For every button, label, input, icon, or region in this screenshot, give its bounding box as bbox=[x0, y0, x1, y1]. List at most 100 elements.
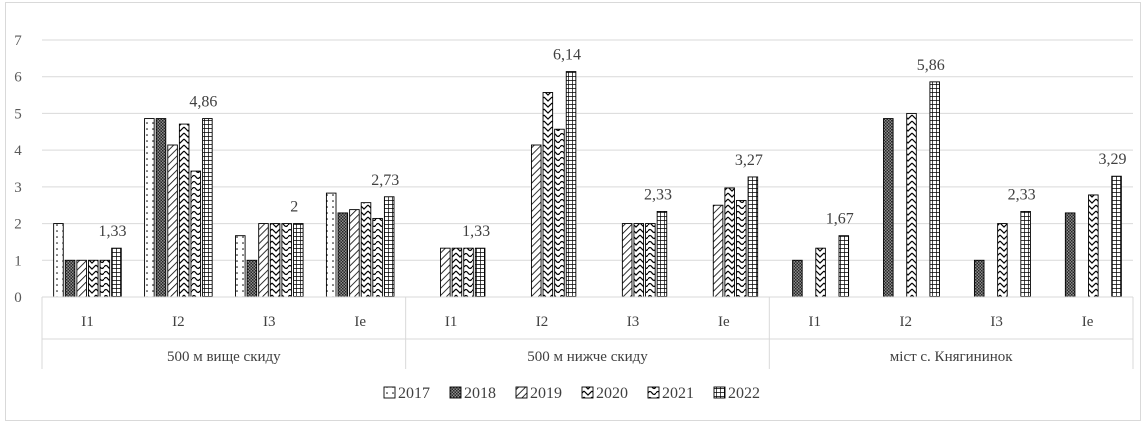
group-label: 500 м нижче скиду bbox=[527, 349, 648, 365]
category-label: I3 bbox=[627, 314, 640, 330]
bar-2019-1 bbox=[167, 144, 178, 298]
x-axis: I1 I2 I3 Ie I1 I2 I3 Ie I1 I2 I3 Ie 500 м вище скиду… bbox=[41, 296, 1134, 369]
y-tick-label: 2 bbox=[14, 217, 22, 233]
bar-2020-3 bbox=[360, 202, 372, 298]
bar-2022-4 bbox=[474, 247, 486, 298]
bar-2022-2 bbox=[293, 223, 304, 298]
legend-swatch-2020 bbox=[581, 386, 594, 399]
bar-2022-8 bbox=[838, 235, 850, 298]
bar-2021-3 bbox=[372, 217, 383, 298]
bar-2020-9 bbox=[906, 112, 917, 298]
bar-2020-7 bbox=[724, 187, 735, 298]
bar-2018-1 bbox=[155, 118, 167, 298]
legend-label: 2018 bbox=[464, 385, 496, 402]
bar-2022-7 bbox=[747, 176, 759, 298]
bar-2020-2 bbox=[269, 223, 281, 298]
bar-2019-6 bbox=[621, 223, 633, 298]
bar-2019-3 bbox=[349, 209, 360, 298]
category-label: I1 bbox=[81, 314, 94, 330]
legend-label: 2022 bbox=[728, 385, 760, 402]
bar-2022-5 bbox=[565, 71, 577, 298]
bar-2020-10 bbox=[997, 223, 1008, 298]
bar-2022-6 bbox=[656, 211, 668, 298]
y-tick-label: 6 bbox=[14, 70, 22, 86]
bar-2018-9 bbox=[883, 118, 894, 298]
y-tick-label: 7 bbox=[14, 33, 22, 49]
legend-label: 2020 bbox=[596, 385, 628, 402]
bar-2019-7 bbox=[712, 204, 724, 298]
bar-2022-3 bbox=[383, 196, 395, 298]
bar-2021-4 bbox=[463, 247, 474, 298]
bar-2018-2 bbox=[246, 259, 258, 298]
legend-label: 2021 bbox=[662, 385, 694, 402]
legend-swatch-2022 bbox=[713, 386, 726, 399]
legend-swatch-2021 bbox=[647, 386, 660, 399]
bar-2020-1 bbox=[178, 123, 190, 298]
bar-2017-2 bbox=[235, 235, 246, 298]
bar-2018-0 bbox=[64, 259, 76, 298]
data-label: 4,86 bbox=[189, 94, 217, 111]
group-label: міст с. Княгининок bbox=[890, 349, 1013, 365]
bar-2021-1 bbox=[190, 170, 202, 298]
data-label: 5,86 bbox=[917, 57, 945, 74]
bar-2018-10 bbox=[973, 259, 985, 298]
category-label: I3 bbox=[990, 314, 1003, 330]
data-label: 6,14 bbox=[553, 47, 581, 64]
y-tick-label: 1 bbox=[14, 253, 22, 269]
bar-2017-1 bbox=[144, 118, 155, 298]
bar-2020-4 bbox=[451, 247, 463, 298]
category-label: I2 bbox=[899, 314, 912, 330]
bar-2021-5 bbox=[554, 128, 565, 298]
legend-label: 2019 bbox=[530, 385, 562, 402]
bar-2020-0 bbox=[88, 259, 99, 298]
bar-2020-6 bbox=[633, 223, 645, 298]
legend-swatch-2018 bbox=[449, 386, 462, 399]
bar-2022-10 bbox=[1020, 211, 1031, 298]
category-label: Ie bbox=[1082, 314, 1094, 330]
bar-2021-0 bbox=[99, 259, 111, 298]
y-axis-ticks: 0 1 2 3 4 5 6 7 bbox=[14, 33, 22, 306]
y-tick-label: 4 bbox=[14, 143, 22, 159]
bar-2022-11 bbox=[1111, 175, 1122, 298]
data-label: 2,33 bbox=[1008, 186, 1036, 203]
category-label: Ie bbox=[354, 314, 366, 330]
bar-2021-2 bbox=[281, 223, 292, 298]
data-label: 1,33 bbox=[98, 223, 126, 240]
legend-swatch-2017 bbox=[383, 386, 396, 399]
data-label: 3,29 bbox=[1099, 151, 1127, 168]
bar-2020-8 bbox=[815, 247, 826, 298]
category-label: I1 bbox=[445, 314, 458, 330]
bar-2019-2 bbox=[258, 223, 269, 298]
data-label: 3,27 bbox=[735, 152, 763, 169]
y-tick-label: 5 bbox=[14, 106, 22, 122]
data-label: 1,67 bbox=[826, 211, 854, 228]
bars-layer bbox=[53, 71, 1122, 298]
data-label: 2 bbox=[290, 199, 298, 216]
category-label: Ie bbox=[718, 314, 730, 330]
y-tick-label: 3 bbox=[14, 180, 22, 196]
bar-2020-11 bbox=[1088, 194, 1099, 298]
legend-swatch-2019 bbox=[515, 386, 528, 399]
bar-2018-11 bbox=[1064, 212, 1076, 298]
data-label: 1,33 bbox=[462, 223, 490, 240]
data-labels-layer: 1,33 4,86 2 2,73 1,33 6,14 2,33 3,27 1,67 5,86 2,3… bbox=[98, 47, 1126, 241]
bar-2019-0 bbox=[76, 259, 87, 298]
group-label: 500 м вище скиду bbox=[167, 349, 281, 365]
category-label: I2 bbox=[536, 314, 549, 330]
bar-2017-3 bbox=[325, 192, 337, 298]
data-label: 2,33 bbox=[644, 186, 672, 203]
bar-2022-9 bbox=[929, 81, 940, 298]
bar-2018-8 bbox=[792, 259, 803, 298]
bar-2020-5 bbox=[542, 92, 554, 298]
bar-2018-3 bbox=[337, 212, 349, 298]
legend: 2017 2018 2019 2020 2021 2022 bbox=[383, 385, 760, 402]
bar-2021-6 bbox=[645, 223, 656, 298]
data-label: 2,73 bbox=[371, 172, 399, 189]
category-label: I3 bbox=[263, 314, 276, 330]
bar-2019-5 bbox=[530, 144, 542, 298]
bar-2022-0 bbox=[111, 247, 122, 298]
category-label: I1 bbox=[809, 314, 822, 330]
category-label: I2 bbox=[172, 314, 185, 330]
y-tick-label: 0 bbox=[14, 290, 22, 306]
